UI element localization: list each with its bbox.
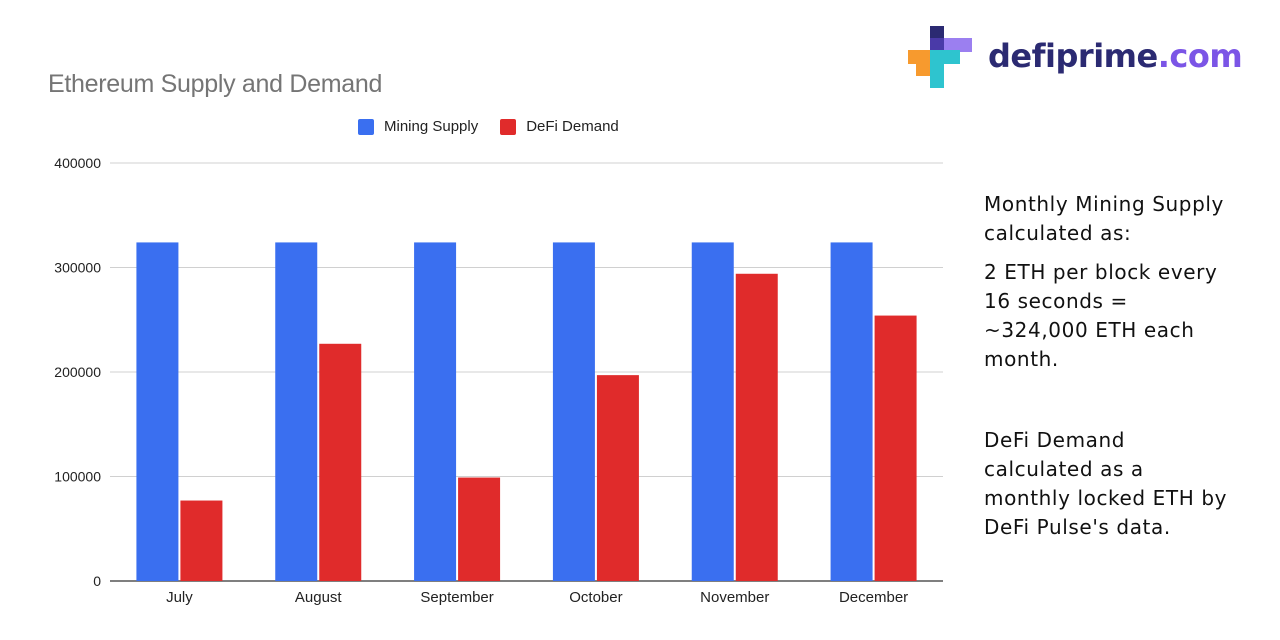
legend-label-mining-supply: Mining Supply <box>384 118 479 135</box>
bar-mining-supply <box>552 242 595 582</box>
chart-title: Ethereum Supply and Demand <box>48 70 383 98</box>
logo-text-accent: .com <box>1157 37 1243 75</box>
logo-text-main: defiprime <box>988 37 1158 75</box>
y-tick-label: 400000 <box>54 155 101 171</box>
bar-mining-supply <box>136 242 179 582</box>
bar-defi-demand <box>596 375 639 581</box>
defiprime-logo-text: defiprime.com <box>988 37 1243 75</box>
defiprime-logo-icon <box>908 26 972 88</box>
bar-defi-demand <box>180 500 223 581</box>
note-mining-formula: 2 ETH per block every 16 seconds = ~324,… <box>984 260 1218 371</box>
bar-mining-supply <box>691 242 734 582</box>
y-tick-label: 200000 <box>54 364 101 380</box>
methodology-notes: Monthly Mining Supply calculated as: 2 E… <box>984 190 1264 542</box>
bar-defi-demand <box>319 343 362 581</box>
legend-swatch-mining-supply <box>358 118 374 135</box>
y-tick-label: 100000 <box>54 469 101 485</box>
x-tick-label: September <box>420 589 493 606</box>
bar-mining-supply <box>275 242 318 582</box>
x-tick-label: November <box>700 589 769 606</box>
bar-defi-demand <box>458 477 501 581</box>
note-mining-heading: Monthly Mining Supply calculated as: <box>984 192 1224 245</box>
y-tick-label: 300000 <box>54 260 101 276</box>
defiprime-logo: defiprime.com <box>908 24 1243 88</box>
y-tick-label: 0 <box>93 573 101 589</box>
legend-label-defi-demand: DeFi Demand <box>526 118 619 135</box>
legend-swatch-defi-demand <box>500 118 517 135</box>
note-defi-demand: DeFi Demand calculated as a monthly lock… <box>984 428 1228 539</box>
x-tick-label: August <box>295 589 343 606</box>
legend-item-defi-demand: DeFi Demand <box>500 118 619 135</box>
chart-legend: Mining Supply DeFi Demand <box>358 118 619 135</box>
bar-defi-demand <box>735 273 778 581</box>
bar-mining-supply <box>830 242 873 582</box>
bar-chart: 0 100000 200000 300000 400000 July August Septe… <box>54 155 943 606</box>
bar-defi-demand <box>874 315 917 581</box>
legend-item-mining-supply: Mining Supply <box>358 118 478 135</box>
x-tick-label: December <box>839 589 908 606</box>
x-tick-label: October <box>569 589 622 606</box>
x-tick-label: July <box>166 589 193 606</box>
bar-mining-supply <box>414 242 457 582</box>
